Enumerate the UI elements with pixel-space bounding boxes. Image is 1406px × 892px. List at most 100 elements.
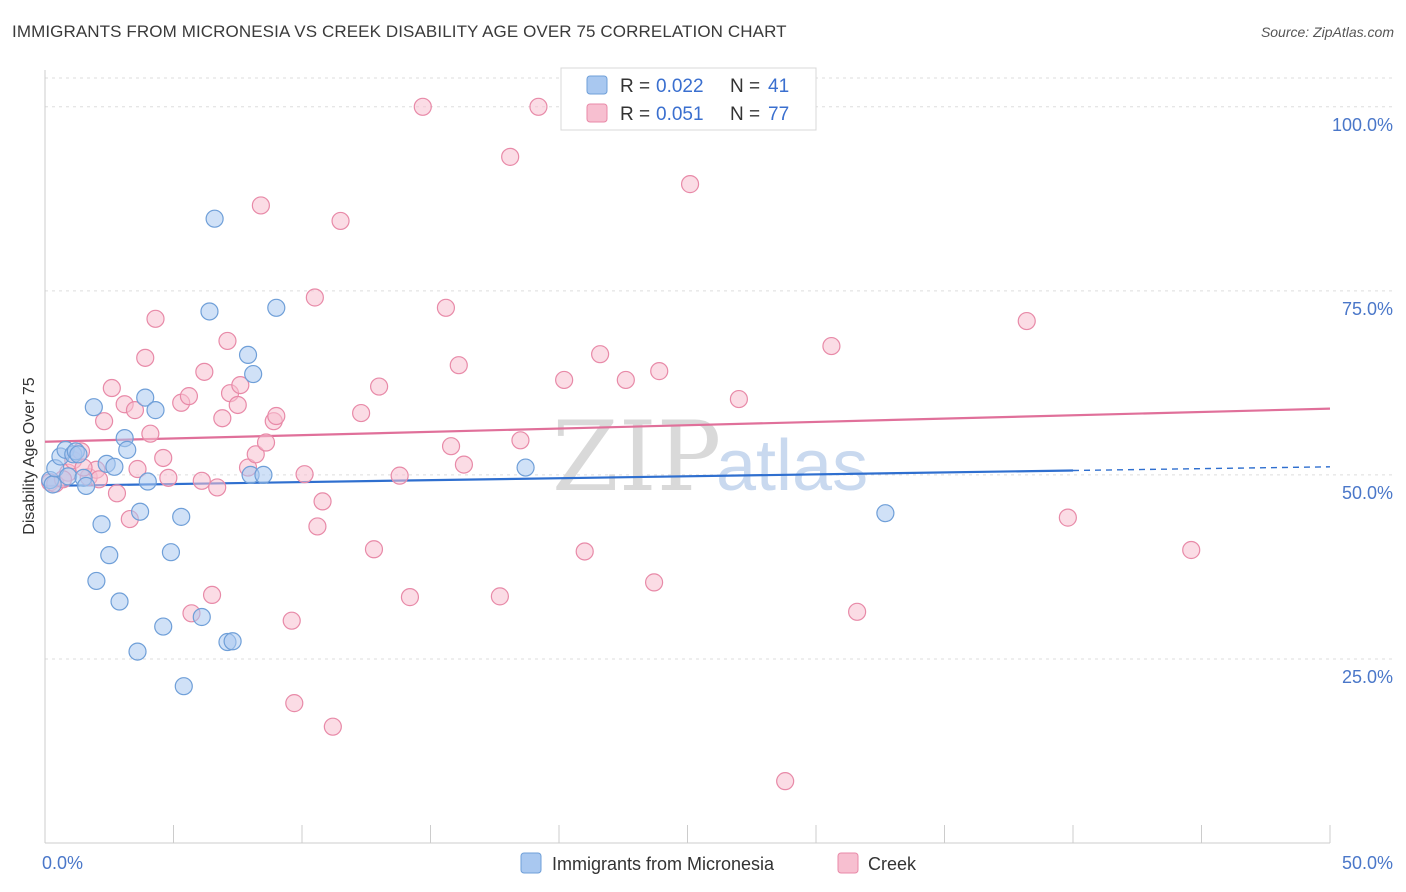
data-point: [313, 492, 332, 511]
data-point: [154, 617, 173, 636]
data-point: [95, 412, 114, 431]
legend-r-value-creek: 0.051: [656, 104, 704, 125]
data-point: [490, 587, 509, 606]
bottom-legend-label-micronesia: Immigrants from Micronesia: [552, 854, 775, 874]
data-point: [92, 515, 111, 534]
data-point: [77, 476, 96, 496]
data-point: [208, 478, 227, 497]
data-point: [848, 602, 867, 621]
data-point: [436, 298, 456, 317]
data-point: [231, 375, 250, 395]
data-point: [251, 196, 270, 215]
chart-title: IMMIGRANTS FROM MICRONESIA VS CREEK DISA…: [12, 22, 787, 41]
data-point: [267, 406, 286, 426]
data-point: [650, 362, 669, 381]
trend-line-ext-0: [1072, 466, 1331, 472]
tick-labels: 100.0% 75.0% 50.0% 25.0% 0.0% 50.0%: [42, 115, 1393, 873]
bottom-legend-swatch-creek: [837, 852, 859, 874]
data-point: [776, 772, 795, 791]
trend-line-1: [44, 407, 1331, 443]
data-point: [200, 302, 219, 321]
data-point: [323, 717, 342, 736]
data-point: [308, 517, 327, 536]
bottom-legend-swatch-micronesia: [520, 852, 542, 874]
data-point: [267, 298, 286, 317]
data-point: [154, 448, 173, 468]
data-point: [529, 97, 548, 116]
data-point: [161, 543, 181, 562]
data-point: [256, 433, 276, 452]
data-point: [128, 642, 147, 661]
data-point: [130, 502, 150, 521]
data-point: [136, 388, 155, 407]
data-point: [511, 431, 530, 450]
legend-n-label-micronesia: N =: [730, 76, 760, 97]
data-point: [105, 457, 124, 476]
source-label: Source: ZipAtlas.com: [1260, 24, 1394, 40]
y-tick-label: 75.0%: [1342, 299, 1393, 319]
data-point: [616, 370, 635, 390]
data-point: [43, 475, 62, 494]
data-point: [84, 398, 103, 417]
data-point: [102, 378, 121, 398]
data-point: [254, 465, 273, 485]
legend-swatch-micronesia: [586, 75, 608, 95]
data-point: [205, 209, 224, 228]
data-point: [1058, 508, 1077, 527]
data-point: [591, 345, 610, 364]
data-point: [118, 440, 137, 459]
legend: R = 0.022 N = 41 R = 0.051 N = 77: [560, 67, 817, 131]
data-point: [331, 211, 350, 231]
data-point: [172, 507, 191, 526]
data-point: [69, 445, 88, 464]
data-point: [876, 504, 895, 523]
data-point: [195, 362, 214, 381]
y-tick-label: 50.0%: [1342, 483, 1393, 503]
legend-n-value-creek: 77: [768, 104, 789, 125]
data-point: [305, 288, 324, 307]
data-point: [238, 345, 258, 365]
data-point: [110, 592, 129, 611]
data-point: [370, 377, 389, 396]
x-tick-label-end: 50.0%: [1342, 853, 1393, 873]
data-point: [413, 97, 432, 116]
data-point: [282, 611, 301, 630]
bottom-legend: Immigrants from Micronesia Creek: [520, 852, 917, 874]
data-point: [1017, 311, 1036, 331]
data-point: [285, 694, 304, 713]
data-point: [1182, 540, 1201, 560]
data-point: [218, 331, 237, 351]
data-point: [822, 336, 841, 356]
data-point: [138, 472, 157, 491]
watermark-zip: ZIP: [552, 401, 721, 513]
data-point: [146, 309, 165, 328]
data-point: [87, 571, 106, 591]
data-point: [128, 459, 147, 479]
data-point: [141, 424, 160, 443]
y-tick-label: 25.0%: [1342, 667, 1393, 687]
data-point: [454, 455, 474, 474]
data-point: [146, 401, 165, 420]
data-point: [174, 677, 193, 696]
x-tick-label-start: 0.0%: [42, 853, 83, 873]
data-point: [295, 465, 314, 484]
data-point: [179, 387, 199, 406]
data-point: [228, 395, 247, 415]
data-point: [352, 403, 371, 423]
data-point: [125, 401, 145, 420]
data-point: [390, 466, 409, 485]
legend-n-value-micronesia: 41: [768, 76, 789, 97]
data-point: [213, 409, 232, 428]
legend-n-label-creek: N =: [730, 104, 760, 125]
data-point: [246, 445, 265, 464]
data-point: [501, 147, 520, 166]
data-point: [100, 546, 119, 565]
data-point: [192, 607, 211, 627]
legend-r-value-micronesia: 0.022: [656, 76, 704, 97]
y-tick-label: 100.0%: [1332, 115, 1393, 135]
data-point: [107, 484, 127, 503]
legend-r-label-micronesia: R =: [620, 76, 650, 97]
data-point: [400, 588, 420, 607]
bottom-legend-label-creek: Creek: [868, 854, 917, 874]
data-point: [680, 175, 700, 194]
